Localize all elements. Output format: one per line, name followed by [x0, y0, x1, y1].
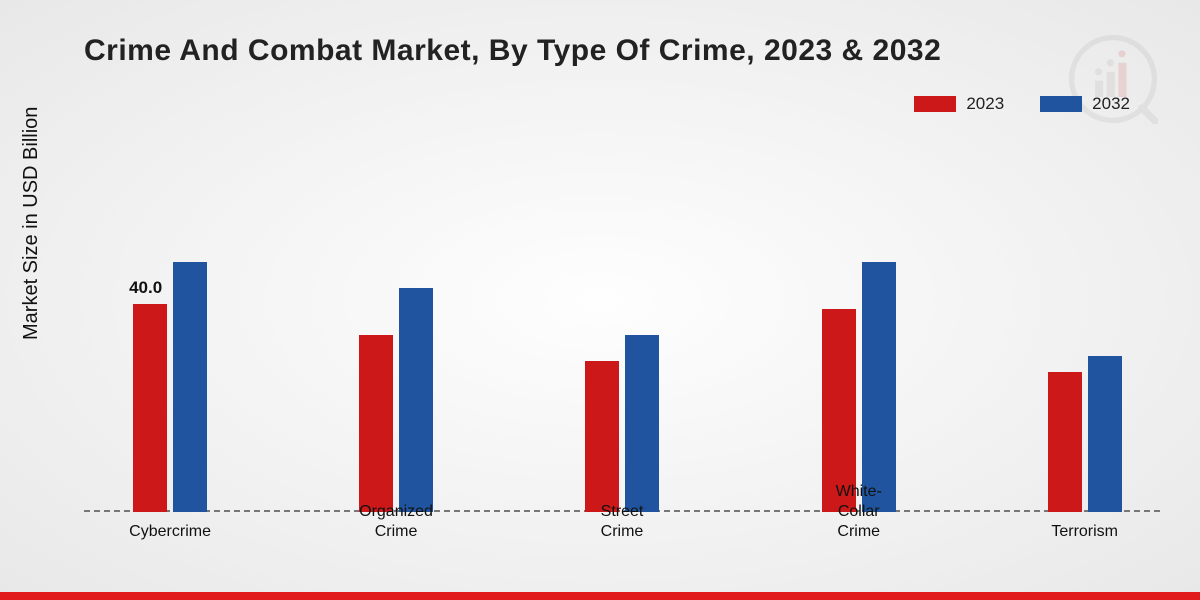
- bar-2032: [1088, 356, 1122, 512]
- legend: 2023 2032: [914, 94, 1130, 114]
- legend-item-2023: 2023: [914, 94, 1004, 114]
- y-axis-label: Market Size in USD Billion: [20, 107, 43, 340]
- bar-group: 40.0Cybercrime: [133, 262, 207, 512]
- bar-group: Terrorism: [1048, 356, 1122, 512]
- x-tick-label: White-Collar Crime: [836, 482, 882, 542]
- bar-2023: [133, 304, 167, 512]
- bar-2032: [625, 335, 659, 512]
- bar-group: Organized Crime: [359, 288, 433, 512]
- bar-2032: [173, 262, 207, 512]
- bar-2023: [585, 361, 619, 512]
- bar-2032: [862, 262, 896, 512]
- bar-group: White-Collar Crime: [822, 262, 896, 512]
- legend-label-2023: 2023: [966, 94, 1004, 114]
- bar-2023: [359, 335, 393, 512]
- legend-swatch-2023: [914, 96, 956, 112]
- x-tick-label: Street Crime: [601, 502, 644, 542]
- bar-2023: [1048, 372, 1082, 512]
- legend-swatch-2032: [1040, 96, 1082, 112]
- bar-2032: [399, 288, 433, 512]
- x-tick-label: Organized Crime: [359, 502, 433, 542]
- legend-item-2032: 2032: [1040, 94, 1130, 114]
- chart-title: Crime And Combat Market, By Type Of Crim…: [84, 34, 941, 68]
- x-tick-label: Cybercrime: [129, 522, 211, 542]
- plot-area: 40.0Cybercrime Organized Crime Street Crim…: [84, 200, 1160, 512]
- legend-label-2032: 2032: [1092, 94, 1130, 114]
- x-tick-label: Terrorism: [1051, 522, 1118, 542]
- bar-value-label: 40.0: [129, 278, 162, 298]
- bar-group: Street Crime: [585, 335, 659, 512]
- bottom-accent-bar: [0, 592, 1200, 600]
